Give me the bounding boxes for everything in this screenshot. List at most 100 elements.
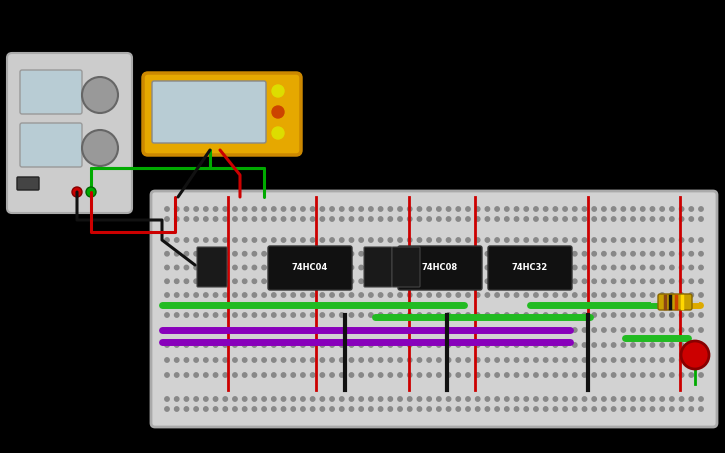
Circle shape <box>524 217 529 221</box>
Circle shape <box>320 373 325 377</box>
Circle shape <box>563 265 567 270</box>
Circle shape <box>233 293 237 297</box>
Circle shape <box>291 279 295 284</box>
Circle shape <box>388 313 392 317</box>
Circle shape <box>72 187 82 197</box>
Circle shape <box>447 407 451 411</box>
Circle shape <box>505 407 509 411</box>
Circle shape <box>524 251 529 256</box>
Circle shape <box>650 293 655 297</box>
Circle shape <box>476 217 480 221</box>
Circle shape <box>204 207 208 211</box>
Circle shape <box>699 407 703 411</box>
Circle shape <box>514 293 518 297</box>
Circle shape <box>447 238 451 242</box>
Circle shape <box>407 293 412 297</box>
Circle shape <box>407 343 412 347</box>
Circle shape <box>641 265 645 270</box>
Circle shape <box>563 217 567 221</box>
Circle shape <box>242 251 247 256</box>
Circle shape <box>456 313 460 317</box>
Circle shape <box>339 343 344 347</box>
Circle shape <box>602 207 606 211</box>
Circle shape <box>534 397 538 401</box>
Circle shape <box>465 207 471 211</box>
Circle shape <box>476 265 480 270</box>
Circle shape <box>621 343 626 347</box>
Circle shape <box>650 217 655 221</box>
Circle shape <box>339 293 344 297</box>
Circle shape <box>310 397 315 401</box>
Circle shape <box>184 407 188 411</box>
Circle shape <box>631 293 635 297</box>
Circle shape <box>670 343 674 347</box>
Circle shape <box>679 238 684 242</box>
Circle shape <box>175 313 179 317</box>
Circle shape <box>534 343 538 347</box>
Circle shape <box>621 265 626 270</box>
Circle shape <box>447 207 451 211</box>
Circle shape <box>223 265 228 270</box>
Circle shape <box>369 343 373 347</box>
Circle shape <box>436 313 441 317</box>
Circle shape <box>679 265 684 270</box>
Circle shape <box>660 328 664 332</box>
Circle shape <box>514 313 518 317</box>
Circle shape <box>582 217 587 221</box>
Circle shape <box>670 313 674 317</box>
Circle shape <box>660 313 664 317</box>
Circle shape <box>262 358 266 362</box>
Circle shape <box>514 217 518 221</box>
Circle shape <box>233 397 237 401</box>
Circle shape <box>233 358 237 362</box>
Circle shape <box>602 293 606 297</box>
Circle shape <box>369 279 373 284</box>
Circle shape <box>184 397 188 401</box>
FancyBboxPatch shape <box>392 247 420 287</box>
Circle shape <box>456 293 460 297</box>
Circle shape <box>291 238 295 242</box>
Circle shape <box>252 251 257 256</box>
Circle shape <box>417 217 422 221</box>
Circle shape <box>272 127 284 139</box>
Circle shape <box>573 238 577 242</box>
Circle shape <box>582 343 587 347</box>
Circle shape <box>213 217 217 221</box>
FancyBboxPatch shape <box>17 177 39 190</box>
Circle shape <box>223 207 228 211</box>
Circle shape <box>359 397 363 401</box>
Circle shape <box>670 238 674 242</box>
Circle shape <box>631 217 635 221</box>
Circle shape <box>476 373 480 377</box>
Circle shape <box>514 358 518 362</box>
Circle shape <box>660 207 664 211</box>
Circle shape <box>495 251 500 256</box>
Circle shape <box>86 187 96 197</box>
Circle shape <box>262 328 266 332</box>
Circle shape <box>621 407 626 411</box>
Circle shape <box>291 358 295 362</box>
Circle shape <box>417 373 422 377</box>
Circle shape <box>699 343 703 347</box>
Circle shape <box>534 251 538 256</box>
Circle shape <box>602 251 606 256</box>
Circle shape <box>679 407 684 411</box>
Circle shape <box>524 343 529 347</box>
Circle shape <box>505 293 509 297</box>
Circle shape <box>388 407 392 411</box>
Circle shape <box>553 373 558 377</box>
Circle shape <box>369 293 373 297</box>
Circle shape <box>505 217 509 221</box>
Circle shape <box>339 328 344 332</box>
Circle shape <box>602 397 606 401</box>
Circle shape <box>82 77 118 113</box>
Circle shape <box>631 238 635 242</box>
Circle shape <box>650 407 655 411</box>
FancyBboxPatch shape <box>488 246 572 290</box>
Circle shape <box>476 293 480 297</box>
Circle shape <box>592 265 597 270</box>
Circle shape <box>223 313 228 317</box>
Circle shape <box>427 238 431 242</box>
Circle shape <box>272 217 276 221</box>
Circle shape <box>291 207 295 211</box>
